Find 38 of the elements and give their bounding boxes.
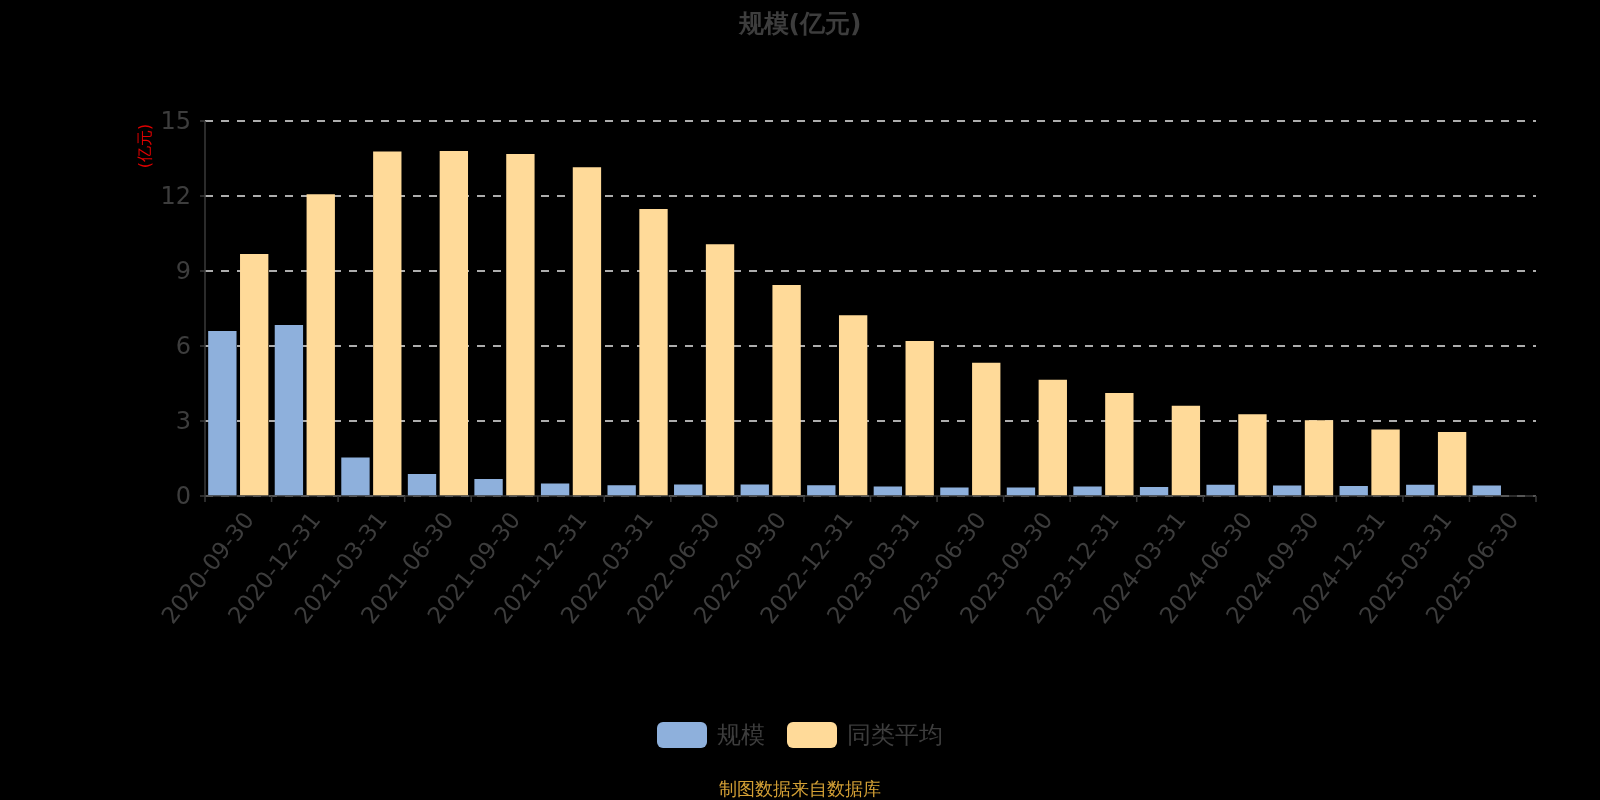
bar bbox=[1238, 414, 1267, 496]
bar bbox=[373, 151, 402, 496]
legend-label: 规模 bbox=[717, 721, 765, 750]
bar bbox=[572, 167, 602, 496]
bar bbox=[1371, 429, 1400, 496]
bar bbox=[1038, 379, 1067, 496]
y-tick-label: 12 bbox=[160, 182, 191, 211]
bar bbox=[639, 209, 668, 496]
bar bbox=[474, 479, 503, 496]
bar bbox=[274, 325, 304, 496]
bar bbox=[439, 151, 469, 496]
legend-label: 同类平均 bbox=[847, 721, 943, 750]
bar bbox=[506, 154, 535, 496]
bar bbox=[705, 244, 735, 496]
bar bbox=[407, 474, 437, 496]
bar bbox=[972, 362, 1001, 496]
bar bbox=[1304, 420, 1334, 496]
y-tick-label: 6 bbox=[175, 332, 191, 361]
bar bbox=[240, 254, 269, 496]
y-tick-label: 3 bbox=[175, 407, 191, 436]
bar bbox=[1437, 432, 1467, 496]
bar bbox=[838, 315, 868, 496]
bar bbox=[341, 457, 370, 496]
bar bbox=[807, 485, 836, 496]
bar bbox=[208, 331, 237, 496]
bar bbox=[905, 341, 934, 496]
y-tick-label: 0 bbox=[175, 482, 191, 511]
bar bbox=[772, 285, 801, 496]
text: 制图数据来自数据库 bbox=[719, 778, 881, 800]
y-tick-label: 15 bbox=[160, 107, 191, 136]
bar bbox=[607, 485, 636, 496]
bar bbox=[306, 194, 335, 496]
y-axis-title: (亿元) bbox=[135, 123, 154, 169]
chart-title: 规模(亿元) bbox=[737, 9, 862, 38]
y-tick-label: 9 bbox=[175, 257, 191, 286]
bar bbox=[1171, 405, 1201, 496]
bar bbox=[1206, 484, 1235, 496]
bar bbox=[1105, 393, 1134, 496]
